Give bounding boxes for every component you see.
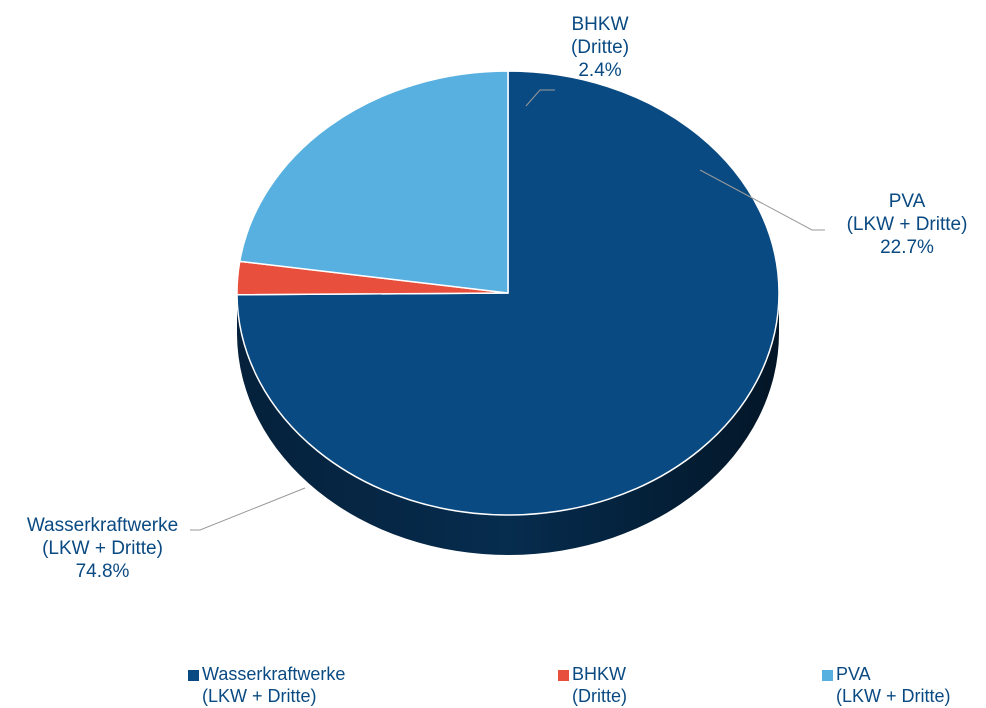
- leader-line-wasserkraftwerke: [190, 487, 306, 531]
- data-label-sublabel: (LKW + Dritte): [846, 214, 968, 235]
- data-label-value: 22.7%: [880, 237, 934, 258]
- legend-swatch: [188, 670, 199, 681]
- data-label-value: 74.8%: [75, 561, 130, 582]
- legend-label: BHKW: [572, 664, 626, 684]
- leader-lines: [190, 89, 825, 531]
- data-label-sublabel: (Dritte): [570, 37, 630, 58]
- data-label-bhkw: BHKW (Dritte) 2.4%: [545, 13, 655, 82]
- data-label-name: PVA: [888, 191, 926, 212]
- data-label-pva: PVA (LKW + Dritte) 22.7%: [822, 190, 986, 259]
- legend-sublabel: (Dritte): [572, 686, 627, 706]
- legend-swatch: [822, 670, 833, 681]
- legend-label: Wasserkraftwerke: [202, 664, 346, 684]
- pie-top: [236, 70, 780, 516]
- leader-line-bhkw: [525, 89, 555, 107]
- data-label-wasserkraftwerke: Wasserkraftwerke (LKW + Dritte) 74.8%: [5, 514, 200, 583]
- leader-line-pva: [699, 169, 825, 231]
- data-label-value: 2.4%: [578, 60, 622, 81]
- legend-sublabel: (LKW + Dritte): [202, 686, 317, 706]
- legend-label: PVA: [836, 664, 871, 684]
- data-label-sublabel: (LKW + Dritte): [42, 538, 163, 559]
- legend-swatch: [558, 670, 569, 681]
- data-label-name: Wasserkraftwerke: [26, 515, 179, 536]
- pie-slice-side: [237, 293, 780, 556]
- legend-sublabel: (LKW + Dritte): [836, 686, 951, 706]
- data-label-name: BHKW: [571, 14, 629, 35]
- pie-slice-pva: [239, 70, 509, 294]
